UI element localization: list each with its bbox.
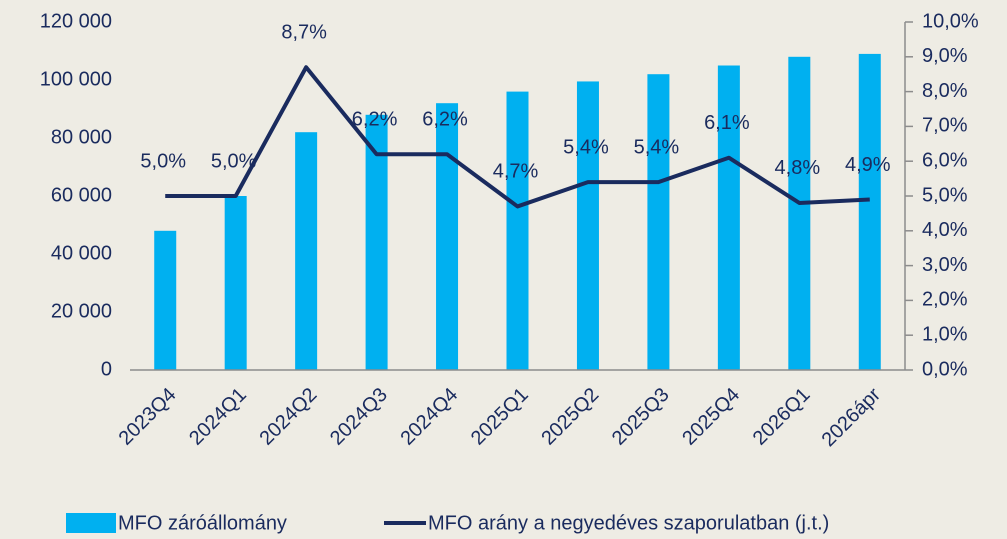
bar bbox=[224, 196, 247, 370]
data-label: 5,4% bbox=[563, 136, 609, 158]
data-label: 4,8% bbox=[775, 157, 821, 179]
y-tick-label: 40 000 bbox=[51, 242, 112, 264]
x-tick-label: 2025Q3 bbox=[608, 384, 674, 450]
line bbox=[165, 65, 870, 209]
y2-tick-label: 6,0% bbox=[922, 149, 968, 171]
y2-tick-label: 0,0% bbox=[922, 358, 968, 380]
y2-tick-label: 7,0% bbox=[922, 115, 968, 137]
y2-tick-label: 3,0% bbox=[922, 254, 968, 276]
bar bbox=[717, 65, 740, 370]
x-tick-label: 2024Q2 bbox=[256, 384, 322, 450]
y2-tick-label: 5,0% bbox=[922, 184, 968, 206]
y-tick-label: 20 000 bbox=[51, 300, 112, 322]
bar bbox=[506, 91, 529, 370]
y2-tick-label: 4,0% bbox=[922, 219, 968, 241]
data-label: 4,7% bbox=[493, 161, 539, 183]
bar bbox=[436, 103, 459, 370]
bar bbox=[576, 81, 599, 370]
y2-tick-label: 9,0% bbox=[922, 45, 968, 67]
bar bbox=[788, 56, 811, 371]
x-tick-label: 2025Q4 bbox=[678, 384, 744, 450]
data-label: 6,2% bbox=[422, 109, 468, 131]
x-tick-label: 2025Q2 bbox=[537, 384, 603, 450]
legend-swatch bbox=[66, 513, 116, 533]
y-tick-label: 100 000 bbox=[40, 68, 112, 90]
y-tick-label: 60 000 bbox=[51, 184, 112, 206]
bar bbox=[365, 114, 388, 370]
bar bbox=[154, 230, 177, 370]
x-tick-label: 2024Q3 bbox=[326, 384, 392, 450]
x-tick-label: 2024Q1 bbox=[185, 384, 251, 450]
legend-label: MFO arány a negyedéves szaporulatban (j.… bbox=[428, 512, 829, 534]
x-tick-label: 2026Q1 bbox=[749, 384, 815, 450]
bar bbox=[647, 74, 670, 370]
y2-tick-label: 8,0% bbox=[922, 80, 968, 102]
bar bbox=[295, 132, 318, 370]
data-label: 4,9% bbox=[845, 154, 891, 176]
x-tick-label: 2025Q1 bbox=[467, 384, 533, 450]
data-label: 8,7% bbox=[281, 22, 327, 44]
y2-tick-label: 2,0% bbox=[922, 289, 968, 311]
y2-tick-label: 10,0% bbox=[922, 10, 979, 32]
y-tick-label: 120 000 bbox=[40, 10, 112, 32]
data-label: 5,0% bbox=[211, 150, 257, 172]
y2-tick-label: 1,0% bbox=[922, 323, 968, 345]
data-label: 5,4% bbox=[634, 136, 680, 158]
data-label: 5,0% bbox=[140, 150, 186, 172]
y-tick-label: 0 bbox=[101, 358, 112, 380]
legend-label: MFO záróállomány bbox=[118, 512, 287, 534]
data-label: 6,2% bbox=[352, 109, 398, 131]
bar bbox=[858, 53, 881, 371]
x-tick-label: 2023Q4 bbox=[115, 384, 181, 450]
x-tick-label: 2026ápr bbox=[818, 383, 886, 451]
y-tick-label: 80 000 bbox=[51, 126, 112, 148]
x-tick-label: 2024Q4 bbox=[396, 384, 462, 450]
data-label: 6,1% bbox=[704, 112, 750, 134]
